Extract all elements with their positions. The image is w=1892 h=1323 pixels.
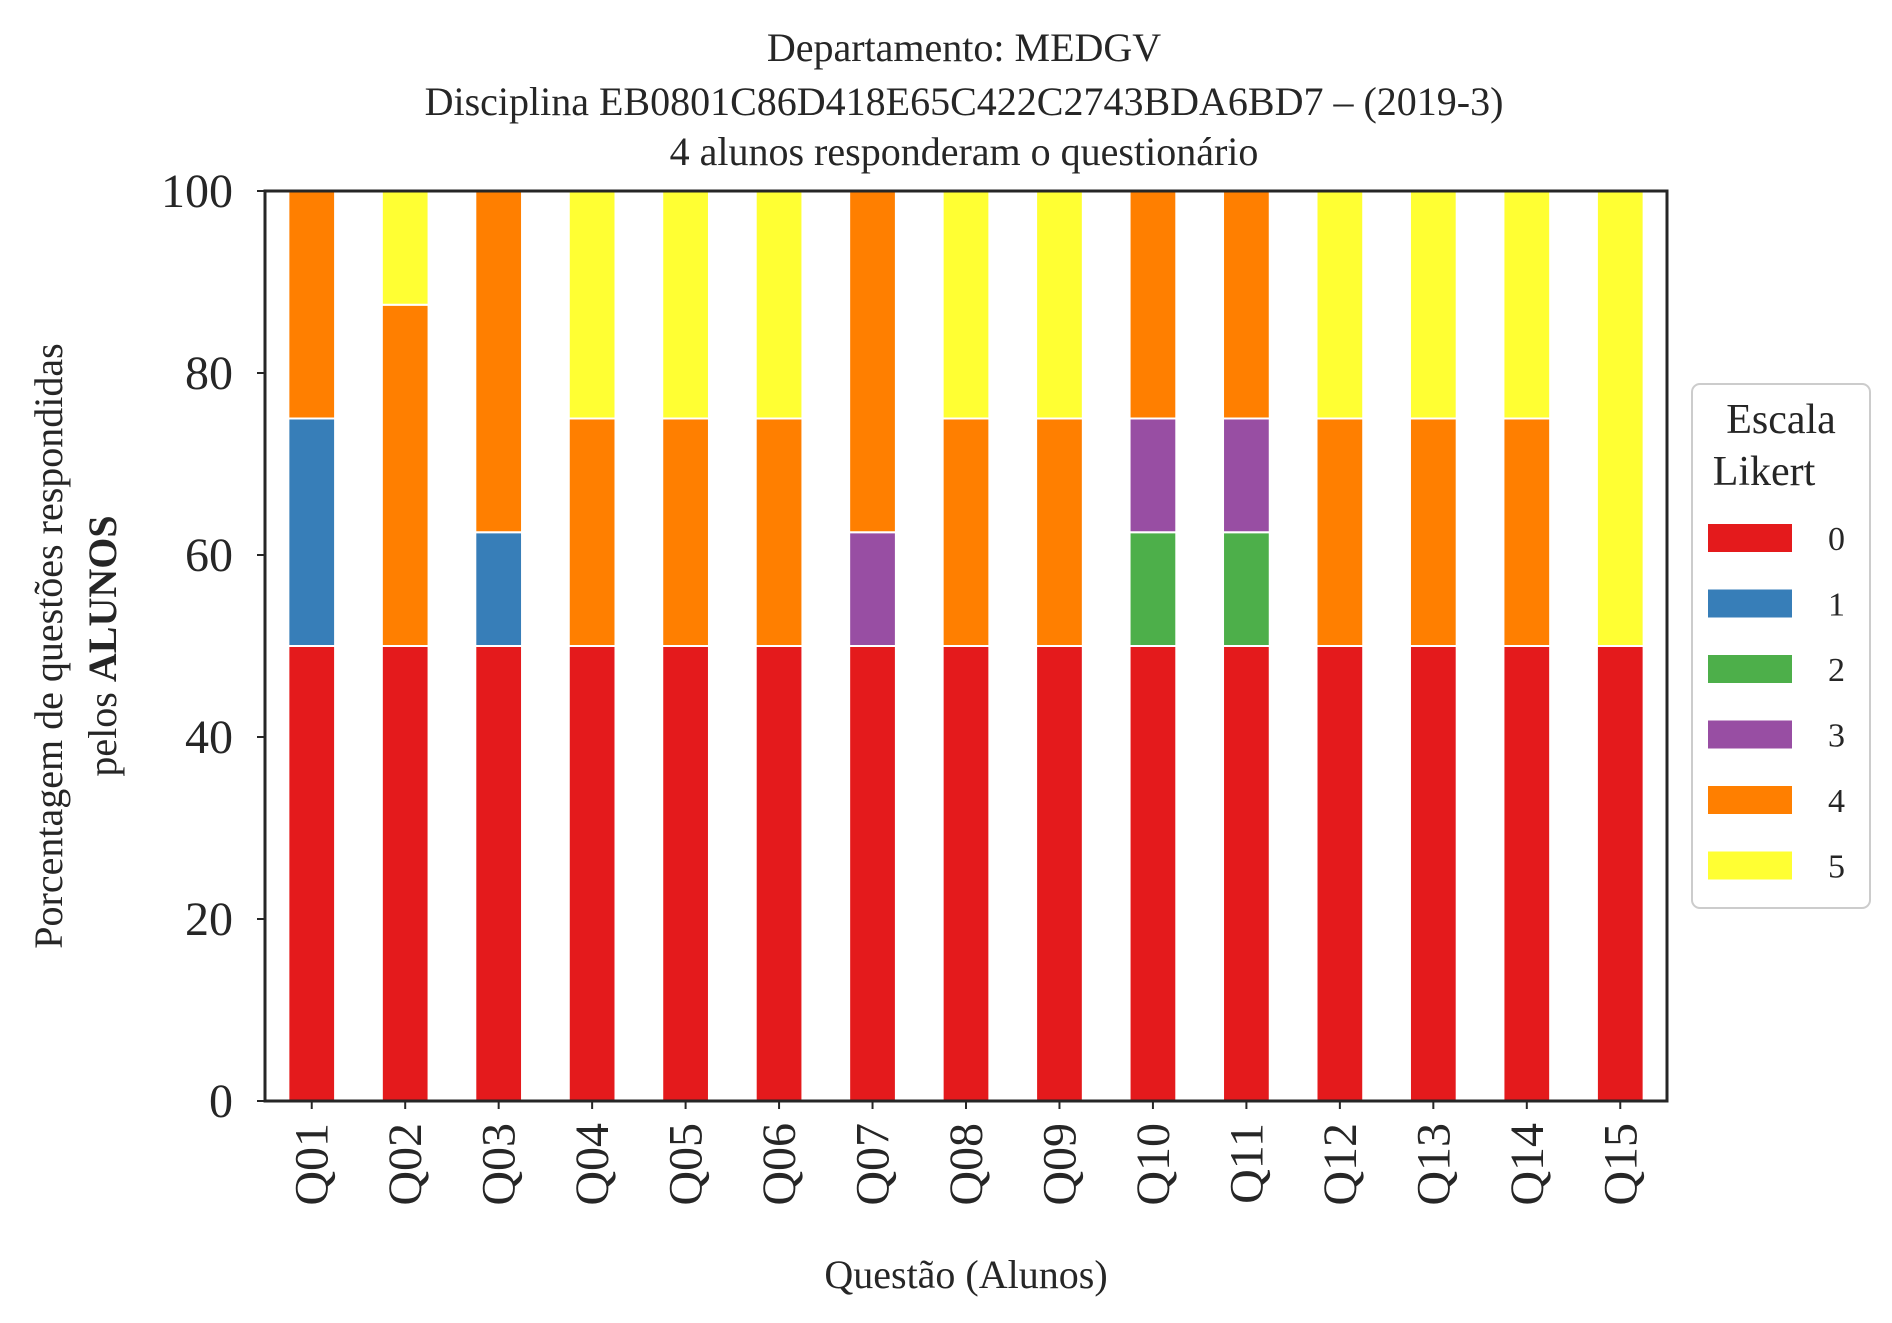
bar-q04-likert-5 [567, 190, 617, 420]
legend-swatch-1 [1708, 589, 1792, 618]
x-tick-label-q02: Q02 [379, 1123, 432, 1206]
bar-q10-likert-3 [1128, 417, 1178, 534]
x-tick-label-q08: Q08 [940, 1123, 993, 1206]
x-tick-label-q09: Q09 [1033, 1123, 1086, 1206]
bar-q08-likert-0 [941, 645, 991, 1102]
legend-frame [1691, 383, 1871, 909]
bar-q08-likert-4 [941, 417, 991, 647]
x-axis-ticks: Q01 Q02 Q03 Q04 Q05 Q06 Q07 Q08 Q09 Q10 Q11 Q12 Q13 Q… [286, 1101, 1647, 1206]
bar-q12-likert-4 [1315, 417, 1365, 647]
bar-q09-likert-4 [1035, 417, 1084, 647]
x-tick-label-q05: Q05 [660, 1123, 713, 1206]
bar-q04-likert-0 [567, 645, 617, 1102]
bar-q11-likert-3 [1222, 417, 1271, 534]
y-axis-label-alunos: ALUNOS [80, 515, 125, 682]
bar-q04-likert-4 [567, 417, 617, 647]
bar-q01-likert-1 [287, 417, 337, 647]
x-tick-label-q03: Q03 [473, 1123, 526, 1206]
legend-title-line-1: Escala [1726, 397, 1836, 443]
x-tick-label-q15: Q15 [1594, 1123, 1647, 1206]
legend-label-1: 1 [1828, 587, 1845, 624]
x-axis-label: Questão (Alunos) [824, 1252, 1107, 1297]
x-tick-label-q07: Q07 [847, 1123, 900, 1206]
x-tick-label-q14: Q14 [1501, 1123, 1554, 1206]
legend-swatch-0 [1708, 524, 1792, 552]
x-tick-label-q12: Q12 [1314, 1123, 1367, 1206]
bar-q01-likert-4 [287, 190, 337, 420]
y-axis-label-line-1: Porcentagem de questões respondidas [26, 343, 71, 948]
y-tick-label-100: 100 [161, 165, 233, 218]
bar-q13-likert-5 [1408, 190, 1458, 420]
bar-q05-likert-4 [661, 417, 710, 647]
title-line-2: Disciplina EB0801C86D418E65C422C2743BDA6… [425, 79, 1504, 124]
bar-q03-likert-1 [474, 531, 524, 647]
bar-q13-likert-0 [1408, 645, 1458, 1102]
bar-q02-likert-4 [380, 303, 430, 647]
bar-q15-likert-5 [1595, 190, 1645, 647]
bar-q09-likert-5 [1035, 190, 1084, 420]
legend-swatch-2 [1708, 655, 1792, 683]
x-tick-label-q11: Q11 [1220, 1123, 1273, 1204]
y-axis-label-line-2: pelos ALUNOS [80, 515, 125, 776]
x-tick-label-q01: Q01 [286, 1123, 339, 1206]
y-tick-label-20: 20 [185, 893, 233, 946]
y-tick-label-0: 0 [209, 1075, 233, 1128]
legend-label-2: 2 [1828, 652, 1845, 689]
x-tick-label-q04: Q04 [566, 1123, 619, 1206]
y-axis-ticks: 0 20 40 60 80 100 [161, 165, 265, 1128]
bar-q14-likert-4 [1502, 417, 1552, 647]
legend-label-3: 3 [1828, 718, 1845, 755]
y-axis-label-2: pelos ALUNOS [80, 515, 125, 776]
bar-q09-likert-0 [1035, 645, 1084, 1102]
bar-q02-likert-0 [380, 645, 430, 1102]
bar-q07-likert-0 [848, 645, 897, 1102]
bar-q14-likert-0 [1502, 645, 1552, 1102]
bar-q07-likert-4 [848, 190, 897, 534]
bar-q05-likert-0 [661, 645, 710, 1102]
bar-q08-likert-5 [941, 190, 991, 420]
bar-q02-likert-5 [380, 190, 430, 306]
chart-title: Departamento: MEDGV Disciplina EB0801C86… [425, 25, 1504, 174]
y-tick-label-80: 80 [185, 347, 233, 400]
x-tick-label-q13: Q13 [1407, 1123, 1460, 1206]
bars-layer [287, 190, 1645, 1102]
legend-swatch-5 [1708, 851, 1792, 880]
y-tick-label-40: 40 [185, 711, 233, 764]
bar-q06-likert-4 [754, 417, 804, 647]
bar-q11-likert-4 [1222, 190, 1271, 420]
bar-q12-likert-0 [1315, 645, 1365, 1102]
y-axis-label: Porcentagem de questões respondidas [26, 343, 71, 948]
bar-q11-likert-2 [1222, 531, 1271, 647]
legend-label-0: 0 [1828, 521, 1845, 558]
x-tick-label-q10: Q10 [1127, 1123, 1180, 1206]
bar-q10-likert-0 [1128, 645, 1178, 1102]
bar-q06-likert-5 [754, 190, 804, 420]
legend: Escala Likert 0 1 2 3 4 5 [1691, 383, 1871, 909]
legend-label-5: 5 [1828, 849, 1845, 886]
bar-q11-likert-0 [1222, 645, 1271, 1102]
bar-q10-likert-4 [1128, 190, 1178, 420]
legend-items: 0 1 2 3 4 5 [1708, 521, 1845, 886]
title-line-3: 4 alunos responderam o questionário [670, 129, 1259, 174]
bar-q03-likert-4 [474, 190, 524, 534]
bar-q14-likert-5 [1502, 190, 1552, 420]
y-tick-label-60: 60 [185, 529, 233, 582]
title-line-1: Departamento: MEDGV [767, 25, 1161, 70]
legend-swatch-4 [1708, 786, 1792, 814]
bar-q12-likert-5 [1315, 190, 1365, 420]
bar-q01-likert-0 [287, 645, 337, 1102]
bar-q10-likert-2 [1128, 531, 1178, 647]
bar-q05-likert-5 [661, 190, 710, 420]
y-axis-label-pelos: pelos [80, 692, 125, 776]
bar-q06-likert-0 [754, 645, 804, 1102]
legend-swatch-3 [1708, 720, 1792, 749]
x-tick-label-q06: Q06 [753, 1123, 806, 1206]
bar-q13-likert-4 [1408, 417, 1458, 647]
legend-title-line-2: Likert [1713, 449, 1816, 495]
bar-q15-likert-0 [1595, 645, 1645, 1102]
bar-q07-likert-3 [848, 531, 897, 647]
legend-label-4: 4 [1828, 783, 1845, 820]
bar-q03-likert-0 [474, 645, 524, 1102]
